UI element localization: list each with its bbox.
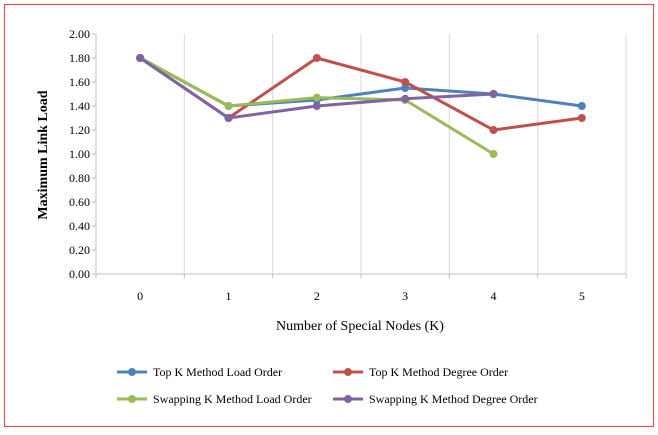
legend-label: Swapping K Method Degree Order [369,392,538,406]
x-tick-label: 4 [491,289,497,303]
legend-label: Top K Method Degree Order [369,365,508,379]
y-tick-label: 1.20 [69,123,90,137]
y-tick-label: 0.00 [69,267,90,281]
y-tick-label: 1.00 [69,147,90,161]
y-tick-label: 0.80 [69,171,90,185]
data-point [312,54,321,62]
legend-item-swapping-k-method-degree-order: Swapping K Method Degree Order [333,392,538,406]
x-tick-label: 5 [579,289,585,303]
data-point [489,90,498,98]
data-point [136,54,145,62]
series-swapping-k-method-degree-order [136,54,498,122]
legend-item-top-k-method-load-order: Top K Method Load Order [117,365,282,379]
legend-label: Top K Method Load Order [153,365,282,379]
x-axis-title: Number of Special Nodes (K) [276,319,444,334]
data-point [312,102,321,110]
legend-item-swapping-k-method-load-order: Swapping K Method Load Order [117,392,312,406]
y-tick-label: 0.60 [69,195,90,209]
data-point [577,102,586,110]
legend-item-top-k-method-degree-order: Top K Method Degree Order [333,365,508,379]
data-point [577,114,586,122]
y-axis-ticks: 0.00 0.20 0.40 0.60 0.80 1.00 1.20 1.40 1.60 1.80… [69,27,96,281]
series-group [136,54,586,158]
y-axis-title: Maximum Link Load [36,90,51,219]
data-point [489,126,498,134]
y-tick-label: 1.40 [69,99,90,113]
x-tick-label: 0 [137,289,143,303]
data-point [224,114,233,122]
x-tick-label: 1 [226,289,232,303]
legend-label: Swapping K Method Load Order [153,392,312,406]
y-tick-label: 1.60 [69,75,90,89]
grid-lines [183,34,627,274]
data-point [401,94,410,103]
x-tick-label: 3 [402,289,408,303]
legend-swatch-marker [344,395,352,403]
data-point [224,102,233,110]
y-tick-label: 0.20 [69,243,90,257]
chart-frame [3,3,655,428]
y-tick-label: 0.40 [69,219,90,233]
y-tick-label: 1.80 [69,51,90,65]
legend-swatch-marker [128,395,136,403]
x-tick-label: 2 [314,289,320,303]
data-point [489,150,498,158]
x-axis-ticks: 0 1 2 3 4 5 [95,274,627,303]
y-tick-label: 2.00 [69,27,90,41]
legend-swatch-marker [344,368,352,376]
data-point [401,78,410,86]
data-point [401,84,410,92]
legend-swatch-marker [128,368,136,376]
legend: Top K Method Load Order Top K Method Degr… [117,365,538,406]
data-point [312,93,321,102]
